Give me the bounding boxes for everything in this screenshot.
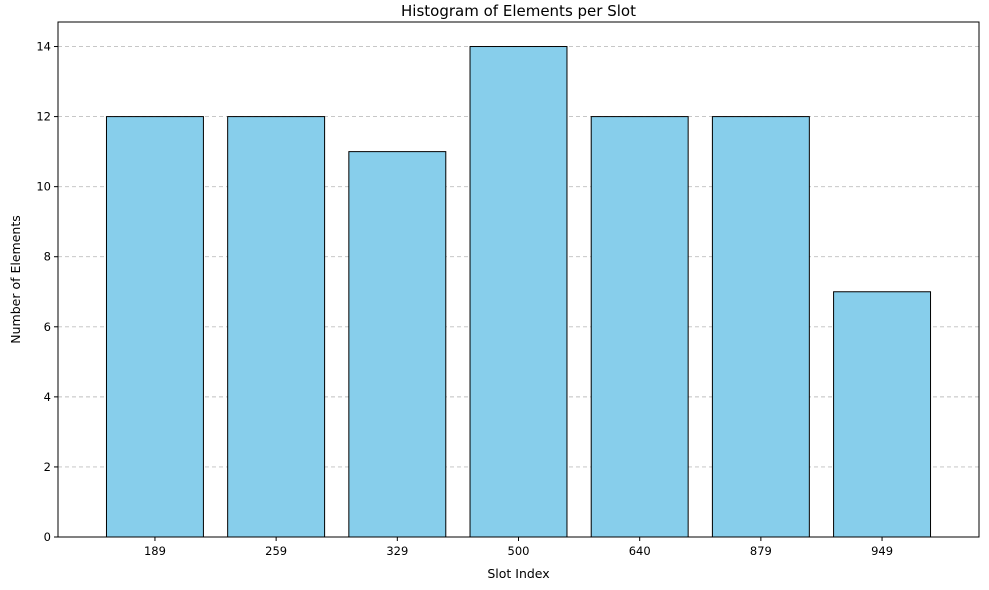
x-tick-label: 259 [265,544,287,558]
y-tick-label: 8 [44,250,51,264]
x-tick-label: 189 [144,544,166,558]
bar-259 [227,116,326,538]
bar-189 [105,116,204,538]
bar-640 [590,116,689,538]
chart-title: Histogram of Elements per Slot [401,2,636,20]
x-tick-label: 949 [871,544,893,558]
x-tick-label: 640 [629,544,651,558]
bar-879 [711,116,810,538]
bar-500 [469,46,568,538]
y-tick-label: 2 [44,460,51,474]
y-tick-label: 10 [36,180,51,194]
y-tick-label: 14 [36,40,51,54]
y-axis-label: Number of Elements [8,215,23,343]
x-tick-label: 500 [508,544,530,558]
x-axis-label: Slot Index [487,566,549,581]
y-tick-label: 0 [44,530,51,544]
bar-949 [833,291,932,538]
x-tick-label: 879 [750,544,772,558]
bar-329 [348,151,447,538]
x-axis: 189 259 329 500 640 879 949 [144,537,893,558]
y-tick-label: 6 [44,320,51,334]
bars [105,46,932,538]
x-tick-label: 329 [386,544,408,558]
y-tick-label: 4 [44,390,51,404]
y-tick-label: 12 [36,110,51,124]
y-axis: 0 2 4 6 8 10 12 14 [36,40,58,544]
